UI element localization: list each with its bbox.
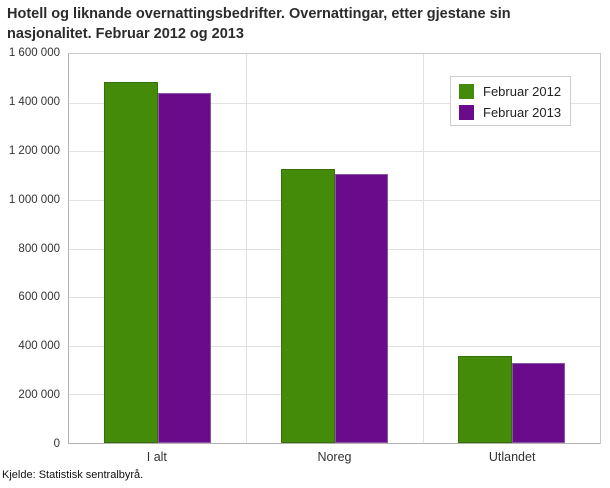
y-tick-label: 1 400 000: [8, 95, 60, 108]
y-tick-label: 1 600 000: [8, 47, 60, 59]
y-tick-label: 0: [53, 438, 60, 450]
y-tick-label: 200 000: [18, 389, 60, 402]
bar-februar-2012-i-alt: [104, 82, 158, 443]
bar-februar-2013-noreg: [334, 173, 388, 443]
gridline-horizontal: [69, 103, 600, 104]
bar-februar-2013-i-alt: [157, 93, 211, 443]
chart-title-line1: Hotell og liknande overnattingsbedrifter…: [7, 6, 511, 22]
chart-title: Hotell og liknande overnattingsbedrifter…: [7, 4, 605, 44]
bar-februar-2012-noreg: [281, 169, 335, 443]
legend-label: Februar 2012: [483, 84, 562, 99]
legend-item-februar-2012[interactable]: Februar 2012: [451, 81, 570, 102]
y-tick-label: 600 000: [18, 291, 60, 304]
legend-item-februar-2013[interactable]: Februar 2013: [451, 102, 570, 123]
y-tick-label: 400 000: [18, 340, 60, 353]
bar-februar-2012-utlandet: [458, 356, 512, 443]
source-note: Kjelde: Statistisk sentralbyrå.: [2, 469, 144, 481]
gridline-vertical: [246, 54, 247, 443]
chart-title-line2: nasjonalitet. Februar 2012 og 2013: [7, 26, 244, 42]
x-axis-label-i-alt: I alt: [146, 450, 167, 464]
legend-swatch-februar-2013: [459, 105, 474, 120]
legend: Februar 2012 Februar 2013: [450, 76, 571, 126]
x-axis-label-utlandet: Utlandet: [488, 450, 536, 464]
legend-label: Februar 2013: [483, 105, 562, 120]
x-axis-label-noreg: Noreg: [317, 450, 352, 464]
legend-swatch-februar-2012: [459, 84, 474, 99]
y-tick-label: 1 200 000: [8, 144, 60, 157]
y-tick-label: 800 000: [18, 242, 60, 255]
bar-februar-2013-utlandet: [511, 362, 565, 443]
y-tick-label: 1 000 000: [8, 193, 60, 206]
gridline-horizontal: [69, 151, 600, 152]
gridline-vertical: [423, 54, 424, 443]
